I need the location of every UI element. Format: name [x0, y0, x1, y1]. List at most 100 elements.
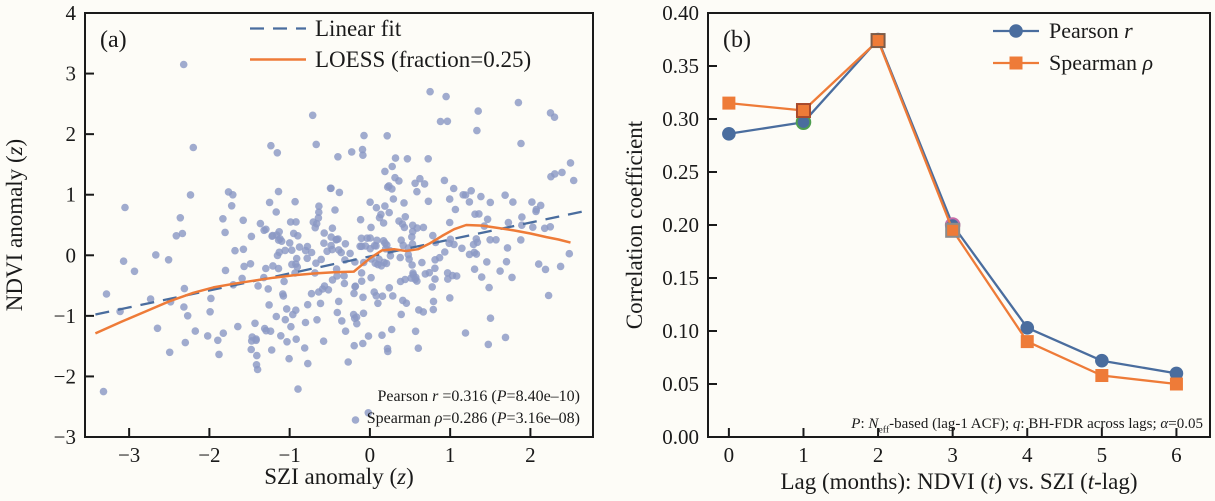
- scatter-point: [364, 409, 373, 417]
- scatter-point: [518, 221, 526, 229]
- scatter-point: [206, 308, 214, 316]
- panel-label: (b): [723, 27, 751, 53]
- scatter-point: [247, 337, 256, 345]
- scatter-point: [375, 255, 383, 264]
- scatter-point: [472, 250, 481, 258]
- scatter-point: [231, 246, 239, 255]
- data-point-circle: [722, 127, 736, 141]
- scatter-point: [517, 236, 525, 244]
- scatter-point: [273, 251, 282, 260]
- scatter-point: [418, 258, 426, 267]
- scatter-point: [408, 261, 416, 269]
- scatter-point: [292, 218, 300, 226]
- data-point-square: [1169, 377, 1183, 391]
- scatter-point: [381, 167, 389, 176]
- data-point-square: [1009, 56, 1023, 70]
- scatter-point: [370, 288, 379, 296]
- scatter-point: [483, 258, 491, 266]
- scatter-point: [247, 345, 255, 354]
- legend: Pearson r Spearman ρ: [993, 18, 1153, 75]
- x-tick-label: 5: [1097, 443, 1108, 467]
- scatter-point: [508, 273, 516, 282]
- scatter-point: [301, 318, 310, 327]
- scatter-point: [338, 317, 346, 325]
- scatter-point: [420, 180, 429, 188]
- scatter-point: [252, 351, 261, 360]
- scatter-point: [303, 254, 312, 263]
- scatter-point: [186, 191, 195, 199]
- scatter-point: [547, 172, 555, 181]
- scatter-point: [411, 327, 420, 336]
- scatter-point: [172, 232, 181, 240]
- axes: −3 −2 −1 0 1 2 −3 −2 −1 0 1 2 3 4: [54, 1, 594, 467]
- x-tick-label: 3: [947, 443, 958, 467]
- scatter-point: [341, 327, 350, 336]
- y-tick-label: −3: [54, 425, 76, 449]
- series-spearman: [722, 33, 1183, 391]
- scatter-point: [550, 113, 559, 121]
- legend-series-label: Pearson r: [1049, 18, 1133, 43]
- y-tick-label: 0.40: [662, 1, 699, 25]
- scatter-point: [449, 184, 458, 193]
- scatter-point: [334, 297, 343, 306]
- scatter-point: [388, 162, 397, 171]
- scatter-point: [465, 198, 474, 206]
- scatter-point: [292, 335, 301, 344]
- scatter-point: [374, 299, 382, 308]
- scatter-point: [334, 153, 342, 161]
- y-tick-label: 0.35: [662, 54, 699, 78]
- scatter-point: [253, 365, 262, 374]
- scatter-point: [458, 244, 466, 253]
- scatter-point: [367, 273, 375, 282]
- panel-background: [615, 0, 1215, 501]
- scatter-point: [385, 208, 394, 217]
- y-tick-label: 1: [66, 183, 77, 207]
- y-tick-label: 0.05: [662, 372, 699, 396]
- y-tick-label: 0.25: [662, 160, 699, 184]
- scatter-point: [246, 260, 255, 268]
- y-tick-label: 0.20: [662, 213, 699, 237]
- loess-curve: [94, 223, 571, 335]
- scatter-point: [509, 198, 517, 206]
- scatter-point: [319, 337, 328, 346]
- scatter-point: [396, 277, 405, 286]
- scatter-point: [370, 241, 379, 250]
- scatter-point: [219, 329, 228, 338]
- scatter-point: [314, 288, 323, 296]
- scatter-point: [486, 236, 494, 244]
- scatter-point: [565, 249, 574, 258]
- scatter-point: [359, 339, 367, 348]
- scatter-point: [472, 235, 481, 243]
- data-point-circle: [1169, 366, 1184, 381]
- scatter-point: [425, 268, 434, 277]
- scatter-point: [240, 262, 248, 271]
- scatter-point: [435, 253, 444, 262]
- scatter-point: [189, 143, 198, 152]
- scatter-point: [294, 385, 302, 393]
- scatter-point: [387, 325, 396, 334]
- scatter-point: [517, 139, 525, 148]
- scatter-point: [416, 174, 424, 183]
- x-tick-label: 0: [724, 443, 735, 467]
- scatter-point: [485, 283, 493, 292]
- scatter-point: [239, 216, 247, 225]
- scatter-point: [176, 214, 185, 222]
- scatter-point: [518, 213, 526, 221]
- x-tick-label: 2: [873, 443, 884, 467]
- x-tick-label: 4: [1022, 443, 1033, 467]
- x-tick-label: −3: [118, 443, 140, 467]
- scatter-point: [300, 344, 309, 352]
- scatter-point: [314, 214, 323, 222]
- legend-series-label: Spearman ρ: [1049, 50, 1153, 75]
- scatter-point: [429, 231, 437, 240]
- legend-linear-fit-label: Linear fit: [315, 16, 402, 41]
- scatter-point: [340, 272, 348, 280]
- scatter-point: [334, 235, 342, 243]
- data-point-square: [945, 222, 961, 238]
- scatter-point: [308, 111, 317, 120]
- scatter-point: [426, 87, 434, 96]
- scatter-point: [214, 336, 222, 345]
- scatter-point: [292, 306, 300, 315]
- scatter-point: [446, 235, 455, 244]
- x-tick-label: −1: [278, 443, 300, 467]
